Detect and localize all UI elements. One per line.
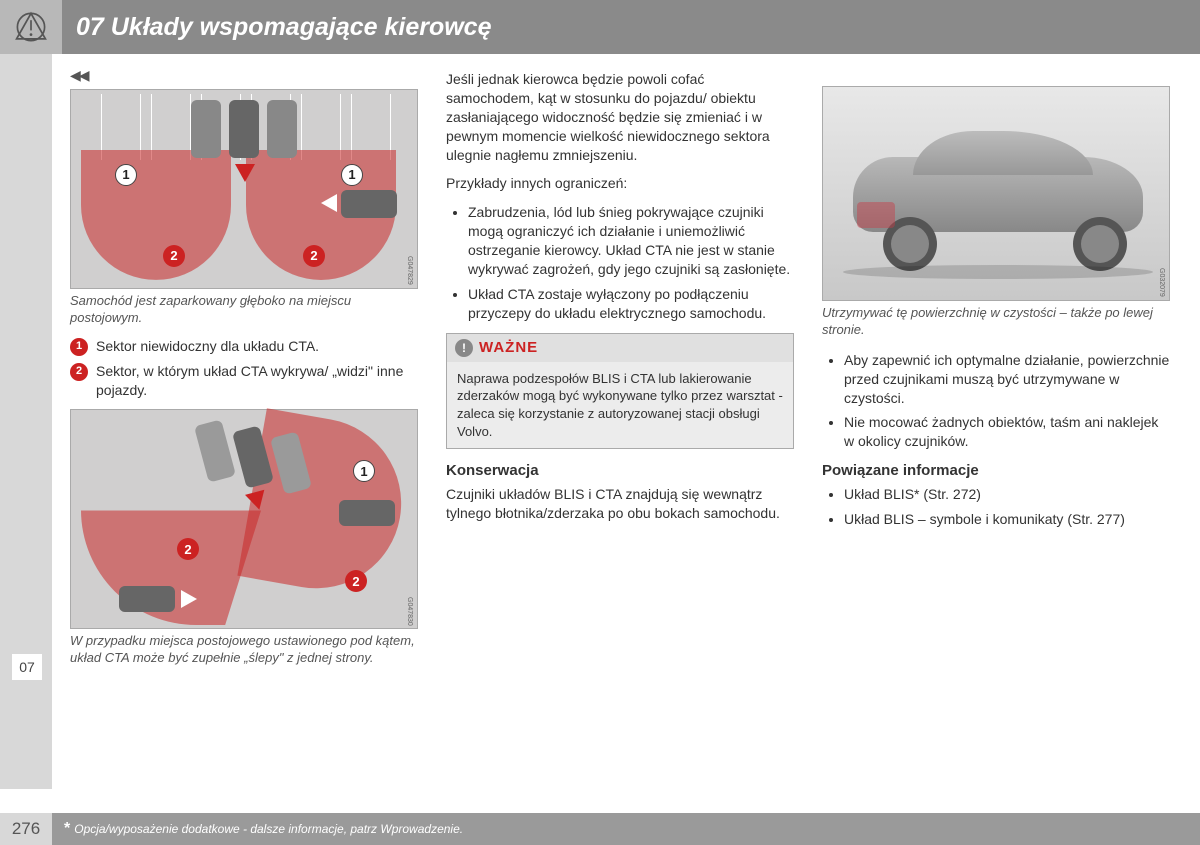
figure-3-code: G032079	[1157, 268, 1166, 297]
side-tab: 07	[0, 54, 52, 789]
figure-3-caption: Utrzymywać tę powierzchnię w czystości –…	[822, 305, 1170, 339]
bullet-list: Aby zapewnić ich optymalne działanie, po…	[822, 351, 1170, 451]
legend-item: 2 Sektor, w którym układ CTA wykrywa/ „w…	[70, 362, 418, 400]
warning-icon-box	[0, 0, 62, 54]
legend-list: 1 Sektor niewidoczny dla układu CTA. 2 S…	[70, 337, 418, 400]
legend-text: Sektor, w którym układ CTA wykrywa/ „wid…	[96, 362, 418, 400]
content-area: ◀◀ 1	[70, 66, 1170, 805]
figure-2: 1 2 2 G047830	[70, 409, 418, 629]
figure-2-caption: W przypadku miejsca postojowego ustawion…	[70, 633, 418, 667]
notice-header: ! WAŻNE	[447, 334, 793, 362]
notice-icon: !	[455, 339, 473, 357]
warning-triangle-icon	[14, 10, 48, 44]
heading-maintenance: Konserwacja	[446, 461, 794, 481]
bullet-list: Zabrudzenia, lód lub śnieg pokrywające c…	[446, 203, 794, 322]
paragraph: Czujniki układów BLIS i CTA znajdują się…	[446, 485, 794, 523]
legend-text: Sektor niewidoczny dla układu CTA.	[96, 337, 319, 356]
figure-2-code: G047830	[405, 597, 414, 626]
continuation-marker: ◀◀	[70, 66, 418, 85]
bullet-item: Nie mocować żadnych obiektów, taśm ani n…	[844, 413, 1170, 451]
column-3: G032079 Utrzymywać tę powierzchnię w czy…	[822, 66, 1170, 805]
side-tab-label: 07	[12, 654, 42, 680]
related-list: Układ BLIS* (Str. 272) Układ BLIS – symb…	[822, 485, 1170, 529]
legend-item: 1 Sektor niewidoczny dla układu CTA.	[70, 337, 418, 356]
related-item: Układ BLIS* (Str. 272)	[844, 485, 1170, 504]
page-number: 276	[0, 813, 52, 845]
page-footer: 276 * Opcja/wyposażenie dodatkowe - dals…	[0, 813, 1200, 845]
figure-1-caption: Samochód jest zaparkowany głęboko na mie…	[70, 293, 418, 327]
legend-number-icon: 1	[70, 338, 88, 356]
related-item: Układ BLIS – symbole i komunikaty (Str. …	[844, 510, 1170, 529]
important-notice: ! WAŻNE Naprawa podzespołów BLIS i CTA l…	[446, 333, 794, 449]
bullet-item: Aby zapewnić ich optymalne działanie, po…	[844, 351, 1170, 408]
notice-title: WAŻNE	[479, 338, 538, 358]
paragraph: Jeśli jednak kierowca będzie powoli cofa…	[446, 70, 794, 164]
manual-page: 07 Układy wspomagające kierowcę 07 ◀◀	[0, 0, 1200, 845]
heading-related: Powiązane informacje	[822, 461, 1170, 481]
bullet-item: Układ CTA zostaje wyłączony po podłączen…	[468, 285, 794, 323]
column-1: ◀◀ 1	[70, 66, 418, 805]
figure-1: 1 1 2 2 G047829	[70, 89, 418, 289]
notice-body: Naprawa podzespołów BLIS i CTA lub lakie…	[447, 362, 793, 448]
chapter-title: 07 Układy wspomagające kierowcę	[76, 13, 492, 42]
chapter-header: 07 Układy wspomagające kierowcę	[0, 0, 1200, 54]
figure-1-code: G047829	[405, 256, 414, 285]
legend-number-icon: 2	[70, 363, 88, 381]
column-2: Jeśli jednak kierowca będzie powoli cofa…	[446, 66, 794, 805]
footnote-star-icon: *	[64, 820, 70, 838]
paragraph: Przykłady innych ograniczeń:	[446, 174, 794, 193]
figure-3: G032079	[822, 86, 1170, 301]
footer-note: Opcja/wyposażenie dodatkowe - dalsze inf…	[74, 822, 463, 836]
bullet-item: Zabrudzenia, lód lub śnieg pokrywające c…	[468, 203, 794, 279]
footer-note-bar: * Opcja/wyposażenie dodatkowe - dalsze i…	[52, 813, 1200, 845]
